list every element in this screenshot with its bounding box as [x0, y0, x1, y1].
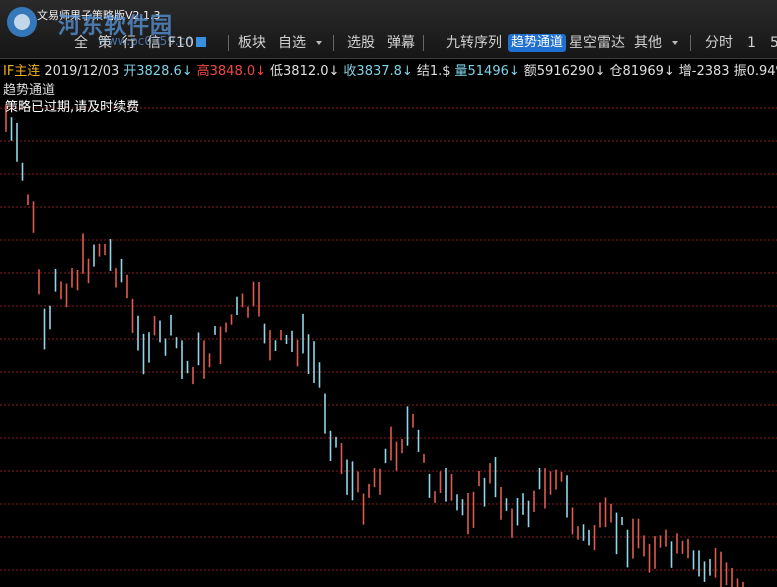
separator — [228, 35, 229, 51]
quote-field: 高3848.0↓ — [196, 64, 267, 79]
toolbar-item[interactable]: F10 — [168, 35, 194, 51]
toolbar-item[interactable]: 分时 — [705, 35, 733, 51]
quote-field: 开3828.6↓ — [123, 64, 193, 79]
toolbar-item[interactable]: 信 — [147, 35, 161, 51]
quote-field: 振0.94% — [733, 64, 777, 79]
toolbar-item[interactable]: 自选 — [278, 35, 306, 51]
notice: 策略已过期,请及时续费 — [5, 100, 140, 115]
symbol: IF主连 — [3, 64, 41, 79]
quote-field: 增-2383 — [678, 64, 730, 79]
separator — [423, 35, 424, 51]
dropdown-arrow — [316, 41, 322, 45]
toolbar-item[interactable]: 全 — [74, 35, 88, 51]
separator — [333, 35, 334, 51]
toolbar-item[interactable]: 弹幕 — [387, 35, 415, 51]
app-logo — [7, 7, 37, 37]
quote-field: 低3812.0↓ — [270, 64, 340, 79]
dropdown-arrow — [672, 41, 678, 45]
indicator-name: 趋势通道 — [3, 83, 56, 98]
toolbar-item[interactable]: 选股 — [347, 35, 375, 51]
quote-line: IF主连 2019/12/03 开3828.6↓ 高3848.0↓ 低3812.0↓ 收3… — [3, 60, 777, 79]
quote-field: 收3837.8↓ — [343, 64, 413, 79]
toolbar-item[interactable]: 策 — [98, 35, 112, 51]
watermark: 河东软件园 — [58, 14, 174, 39]
toolbar-item[interactable]: 九转序列 — [446, 35, 502, 51]
quote-field: 仓81969↓ — [609, 64, 675, 79]
quote-fields: 开3828.6↓ 高3848.0↓ 低3812.0↓ 收3837.8↓ 结1.$ 量514… — [123, 64, 777, 79]
quote-field: 额5916290↓ — [523, 64, 606, 79]
toolbar-item[interactable]: 其他 — [634, 35, 662, 51]
toolbar-item[interactable]: 1 — [747, 35, 756, 51]
window-title: 文易师果子策略版V2.1.3 — [37, 9, 161, 22]
watermark-url: www.pc0359.cn — [98, 34, 193, 48]
quote-field: 结1.$ — [416, 64, 451, 79]
toolbar-item[interactable]: 行 — [122, 35, 136, 51]
toolbar-item[interactable]: 星空雷达 — [569, 35, 625, 51]
icon — [196, 37, 206, 47]
toolbar-item[interactable]: 趋势通道 — [508, 34, 567, 52]
toolbar-item[interactable]: 5 — [770, 34, 777, 52]
quote-field: 量51496↓ — [454, 64, 520, 79]
date: 2019/12/03 — [44, 64, 120, 79]
separator — [690, 35, 691, 51]
toolbar-item[interactable]: 板块 — [238, 35, 266, 51]
